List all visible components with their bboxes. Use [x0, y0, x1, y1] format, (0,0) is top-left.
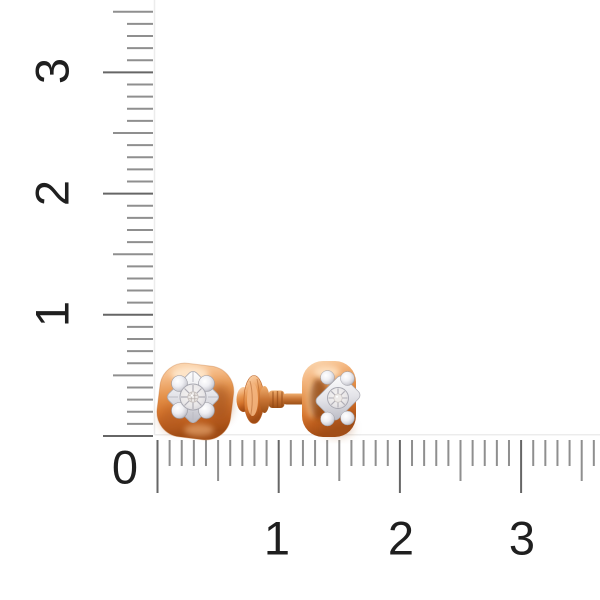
diamond-sparkle	[336, 395, 338, 398]
prong-ball	[340, 410, 355, 426]
earring-post	[283, 393, 305, 405]
left-earring	[156, 362, 235, 441]
prong-ball	[340, 371, 355, 386]
thread-ridges	[272, 391, 283, 408]
diamond-facets	[188, 392, 198, 402]
vertical-ruler-label-1: 1	[25, 300, 79, 328]
diamond-sparkle	[190, 394, 193, 397]
plate-facets	[167, 371, 219, 423]
diamond	[187, 391, 199, 403]
head-outline	[156, 362, 235, 441]
horizontal-ruler-label-3: 3	[508, 511, 536, 565]
left-earring-setting	[167, 371, 219, 423]
vertical-ruler	[103, 10, 153, 437]
prong-ball	[320, 411, 335, 427]
vertical-ruler-label-2: 2	[25, 179, 79, 207]
head-bottom-highlight	[184, 424, 214, 436]
vertical-ruler-label-3: 3	[25, 57, 79, 85]
nut-highlight	[247, 383, 258, 416]
horizontal-ruler	[156, 440, 595, 493]
ruler-origin-label-0: 0	[111, 440, 139, 494]
nut-knurling	[249, 378, 260, 421]
prong-ball	[320, 370, 335, 385]
starburst-facets	[328, 388, 348, 408]
starburst-facets	[181, 385, 205, 409]
right-earring	[236, 361, 361, 437]
horizontal-ruler-label-1: 1	[263, 511, 291, 565]
horizontal-ruler-label-2: 2	[387, 511, 415, 565]
nut-collar	[259, 386, 270, 413]
right-earring-setting	[315, 370, 361, 427]
diamond	[333, 393, 343, 403]
